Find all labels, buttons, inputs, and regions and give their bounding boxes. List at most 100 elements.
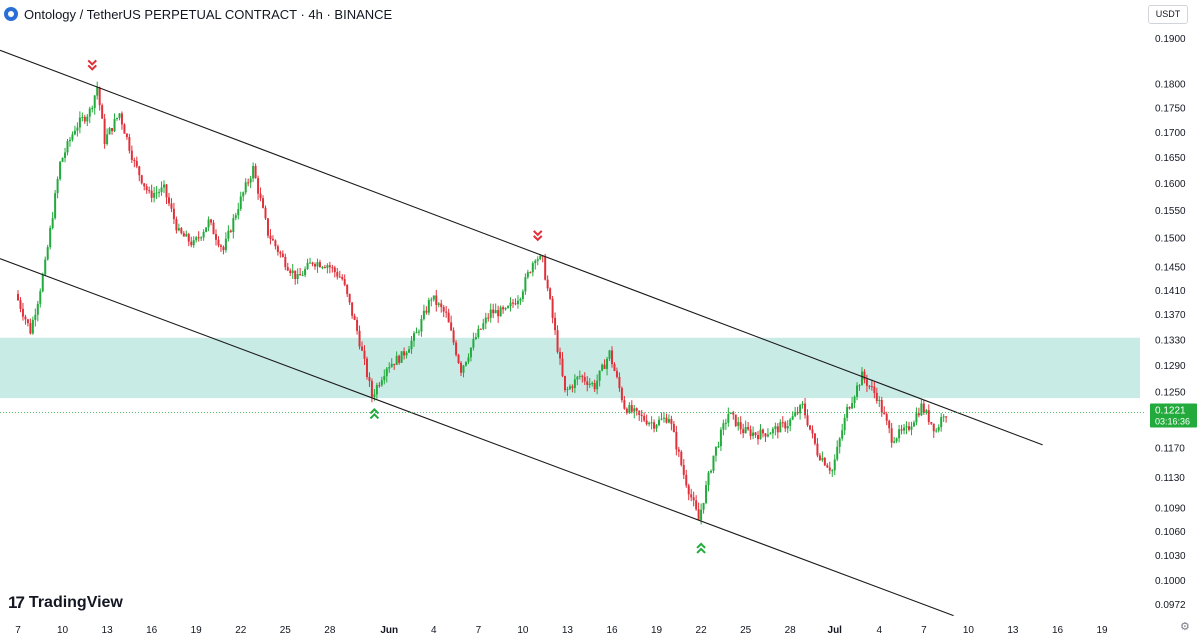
- candle: [714, 446, 717, 462]
- candle: [437, 302, 440, 308]
- candle-body: [249, 178, 252, 183]
- candle-body: [848, 407, 851, 409]
- candle: [130, 145, 133, 164]
- candle: [422, 304, 425, 321]
- candle-body: [571, 386, 574, 388]
- candle: [205, 227, 208, 233]
- candle-body: [809, 425, 811, 430]
- candle-body: [566, 389, 569, 391]
- candle-body: [903, 427, 906, 431]
- candle: [945, 416, 948, 423]
- candle-body: [138, 166, 141, 176]
- candle: [227, 225, 230, 242]
- candle: [940, 413, 943, 432]
- candle-body: [737, 422, 740, 426]
- candle-body: [658, 419, 661, 426]
- candle: [554, 312, 557, 335]
- candle-body: [596, 380, 599, 390]
- candle: [128, 133, 131, 154]
- candle: [111, 127, 114, 135]
- candle: [21, 302, 24, 321]
- candle-body: [766, 434, 769, 437]
- candle: [583, 372, 586, 386]
- candle-body: [388, 367, 391, 369]
- candle: [504, 307, 507, 311]
- candle: [771, 427, 774, 439]
- candle-body: [601, 364, 604, 371]
- candle: [219, 243, 222, 252]
- candle-body: [279, 252, 282, 254]
- candle: [182, 231, 185, 237]
- candle-body: [108, 128, 111, 135]
- candle-body: [41, 274, 44, 292]
- candle: [26, 318, 29, 327]
- candle: [239, 191, 242, 211]
- candle-body: [175, 219, 178, 231]
- x-tick-label: 10: [57, 625, 69, 636]
- candle-body: [742, 429, 745, 434]
- candle-body: [143, 183, 146, 187]
- candle: [61, 157, 64, 163]
- candle: [727, 407, 730, 427]
- candle: [185, 230, 188, 237]
- candle: [675, 425, 678, 456]
- candle: [544, 253, 547, 281]
- candle-body: [559, 351, 562, 359]
- candle-body: [66, 141, 69, 153]
- candle: [806, 409, 809, 427]
- currency-selector-button[interactable]: USDT: [1148, 5, 1188, 24]
- channel-lower-line[interactable]: [0, 258, 954, 617]
- candle-body: [734, 414, 737, 426]
- candle: [858, 384, 861, 391]
- y-tick-label: 0.1060: [1155, 527, 1186, 538]
- candle: [271, 235, 274, 241]
- candle-body: [474, 337, 477, 340]
- candle: [710, 469, 712, 474]
- candle: [863, 369, 866, 384]
- candle: [49, 225, 52, 250]
- candle: [836, 440, 839, 462]
- x-tick-label: 22: [696, 625, 708, 636]
- candle: [920, 399, 923, 417]
- candle: [717, 441, 720, 449]
- candle-body: [771, 428, 774, 434]
- candle-body: [118, 113, 121, 118]
- candle: [707, 470, 710, 492]
- candle-body: [163, 184, 166, 188]
- candle: [148, 186, 151, 194]
- chart-settings-icon[interactable]: ⚙: [1180, 621, 1190, 633]
- candle: [177, 223, 180, 232]
- candle: [732, 410, 735, 420]
- candle: [36, 300, 39, 322]
- candle: [890, 422, 893, 448]
- candle-body: [880, 399, 883, 413]
- candle-body: [338, 276, 341, 278]
- candle-body: [779, 422, 782, 433]
- candle-body: [120, 113, 123, 125]
- candle-body: [68, 139, 71, 142]
- candle-body: [863, 371, 866, 380]
- candle: [514, 298, 517, 306]
- candle: [702, 502, 705, 514]
- candle-body: [380, 380, 383, 386]
- candle-body: [385, 368, 388, 377]
- y-tick-label: 0.1170: [1155, 444, 1185, 455]
- y-tick-label: 0.1900: [1155, 34, 1186, 45]
- candle: [24, 314, 27, 325]
- candle: [682, 459, 685, 480]
- candle-body: [561, 358, 564, 376]
- candle-body: [262, 198, 265, 208]
- chevron-up-icon: [696, 547, 706, 554]
- candle-body: [19, 300, 22, 309]
- candle: [427, 297, 430, 316]
- candle-body: [375, 385, 378, 395]
- candle-body: [264, 207, 267, 219]
- candle-body: [190, 241, 193, 246]
- candle: [566, 386, 569, 396]
- channel-upper-line[interactable]: [0, 49, 1043, 446]
- candle-body: [922, 403, 925, 413]
- candle-body: [611, 350, 613, 365]
- candle: [912, 420, 915, 427]
- candle: [670, 415, 673, 431]
